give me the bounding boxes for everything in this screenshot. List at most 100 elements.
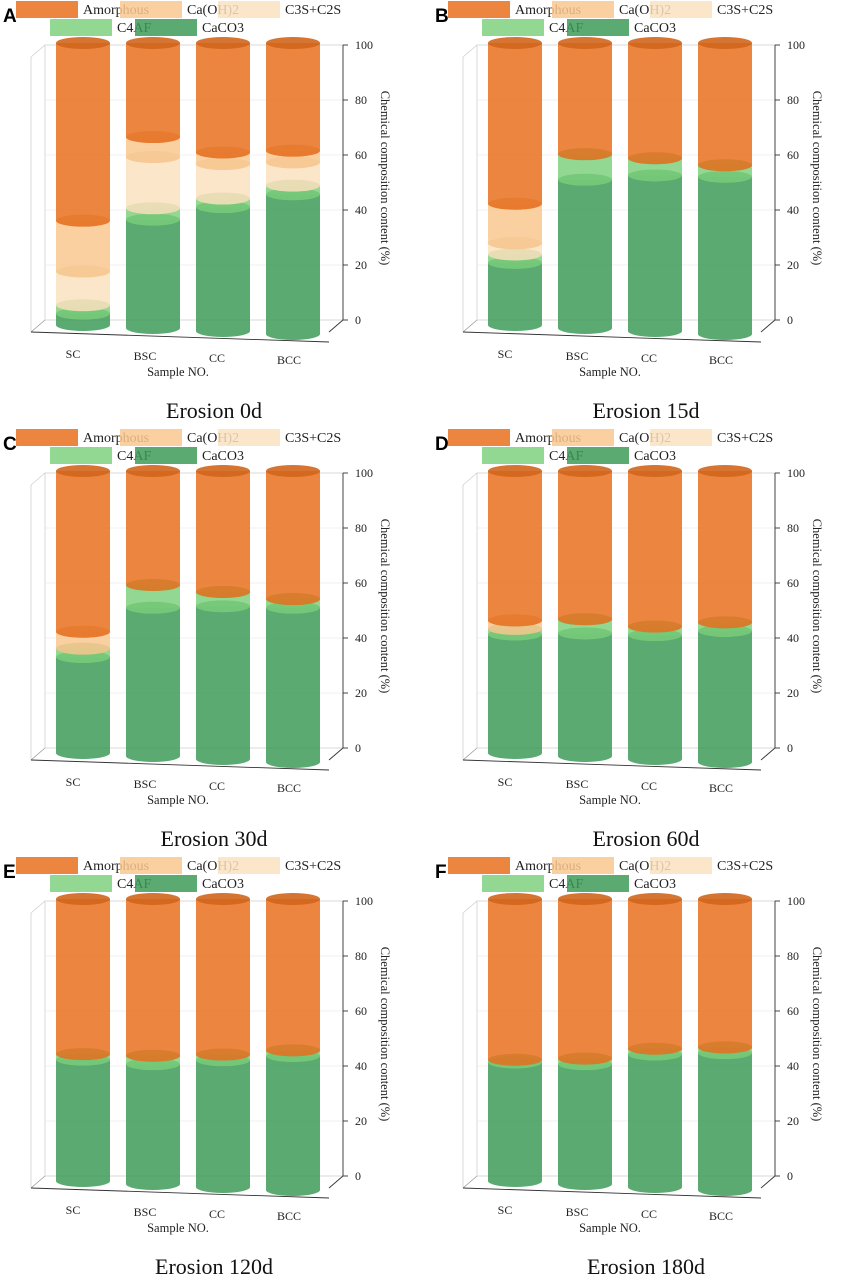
y-tick-label: 0 <box>787 741 793 755</box>
bar-stack-sc <box>488 893 542 1187</box>
chart-panel-f: F Amorphous Ca(OH)2 C3S+C2S C4AF CaCO3 0 20 40 60… <box>432 856 862 1281</box>
y-axis-title: Chemical composition content (%) <box>378 947 392 1122</box>
x-tick-label-bcc: BCC <box>277 781 301 795</box>
bar-segment-sc-amorphous <box>488 465 542 627</box>
bar-segment-sc-amorphous <box>488 893 542 1066</box>
x-tick-label-cc: CC <box>641 779 657 793</box>
bar-stack-sc <box>56 465 110 759</box>
x-axis-title: Sample NO. <box>147 365 209 379</box>
legend-item-c3s-c2s: C3S+C2S <box>650 429 773 446</box>
y-tick-label: 20 <box>355 686 367 700</box>
bar-stack-sc <box>488 465 542 759</box>
legend-item-c3s-c2s: C3S+C2S <box>218 1 341 18</box>
y-axis-title: Chemical composition content (%) <box>810 519 824 694</box>
x-tick-label-bcc: BCC <box>277 1209 301 1223</box>
x-axis-title: Sample NO. <box>579 1221 641 1235</box>
y-tick-label: 40 <box>787 631 799 645</box>
chart-panel-b: B Amorphous Ca(OH)2 C3S+C2S C4AF CaCO3 0 20 40 60… <box>432 0 862 425</box>
y-tick-label: 20 <box>787 1114 799 1128</box>
legend-label-caco3: CaCO3 <box>202 449 244 464</box>
y-tick-label: 100 <box>787 466 805 480</box>
bar-segment-sc-caco3 <box>488 1056 542 1187</box>
legend-label-caco3: CaCO3 <box>202 877 244 892</box>
y-tick-label: 80 <box>787 93 799 107</box>
bar-segment-bsc-caco3 <box>126 213 180 334</box>
legend-swatch-c4af <box>482 875 544 892</box>
y-tick-label: 40 <box>355 631 367 645</box>
panel-letter: F <box>435 862 447 883</box>
legend-swatch-caco3 <box>567 875 629 892</box>
bar-stack-bcc <box>698 893 752 1196</box>
bar-stack-bsc <box>558 465 612 762</box>
y-tick-label: 100 <box>355 466 373 480</box>
legend-item-c3s-c2s: C3S+C2S <box>218 857 341 874</box>
y-tick-label: 20 <box>355 258 367 272</box>
legend-swatch-amorphous <box>448 857 510 874</box>
legend-label-caco3: CaCO3 <box>202 21 244 36</box>
x-tick-label-bcc: BCC <box>709 781 733 795</box>
x-axis-title: Sample NO. <box>579 793 641 807</box>
y-tick-label: 60 <box>787 1004 799 1018</box>
y-tick-label: 80 <box>355 521 367 535</box>
bar-segment-bsc-amorphous <box>126 893 180 1062</box>
x-tick-label-sc: SC <box>66 775 81 789</box>
x-tick-label-sc: SC <box>498 775 513 789</box>
legend-item-caco3: CaCO3 <box>135 875 244 892</box>
bar-segment-bcc-caco3 <box>698 1047 752 1196</box>
bar-segment-sc-amorphous <box>488 37 542 210</box>
legend-swatch-amorphous <box>16 1 78 18</box>
legend-swatch-c3s-c2s <box>650 1 712 18</box>
bar-segment-bsc-caco3 <box>558 627 612 762</box>
y-tick-label: 0 <box>787 313 793 327</box>
bar-stack-bsc <box>558 37 612 334</box>
bar-segment-bsc-amorphous <box>558 37 612 161</box>
bar-stack-bcc <box>698 465 752 768</box>
x-tick-label-bsc: BSC <box>566 349 589 363</box>
legend-swatch-c3s-c2s <box>218 1 280 18</box>
y-tick-label: 80 <box>787 949 799 963</box>
x-axis-title: Sample NO. <box>579 365 641 379</box>
y-tick-label: 0 <box>355 741 361 755</box>
x-tick-label-bsc: BSC <box>566 1205 589 1219</box>
panel-letter: D <box>435 434 449 455</box>
y-axis-title: Chemical composition content (%) <box>378 91 392 266</box>
y-tick-label: 100 <box>787 38 805 52</box>
bar-segment-cc-amorphous <box>628 893 682 1055</box>
legend-label-c3s-c2s: C3S+C2S <box>285 3 341 18</box>
y-axis-title: Chemical composition content (%) <box>810 91 824 266</box>
panel-letter: E <box>3 862 16 883</box>
y-tick-label: 100 <box>355 894 373 908</box>
bar-segment-cc-amorphous <box>196 465 250 598</box>
bar-stack-bcc <box>266 465 320 768</box>
legend-item-caco3: CaCO3 <box>567 875 676 892</box>
bar-stack-sc <box>488 37 542 331</box>
legend-swatch-ca-oh-2 <box>552 429 614 446</box>
y-tick-label: 40 <box>355 203 367 217</box>
bar-stack-bsc <box>126 465 180 762</box>
panel-caption: Erosion 0d <box>166 398 262 423</box>
y-tick-label: 0 <box>355 313 361 327</box>
bar-segment-sc-caco3 <box>488 628 542 759</box>
legend-swatch-c4af <box>50 447 112 464</box>
legend-label-c3s-c2s: C3S+C2S <box>717 859 773 874</box>
legend-swatch-ca-oh-2 <box>120 1 182 18</box>
x-tick-label-sc: SC <box>498 347 513 361</box>
legend-item-caco3: CaCO3 <box>135 19 244 36</box>
bar-segment-sc-caco3 <box>56 1053 110 1187</box>
x-tick-label-bsc: BSC <box>134 349 157 363</box>
bar-segment-bcc-amorphous <box>698 465 752 629</box>
y-tick-label: 60 <box>355 576 367 590</box>
legend-swatch-c4af <box>482 447 544 464</box>
x-tick-label-sc: SC <box>66 1203 81 1217</box>
legend-label-caco3: CaCO3 <box>634 449 676 464</box>
legend-swatch-caco3 <box>567 19 629 36</box>
y-tick-label: 60 <box>355 148 367 162</box>
x-axis-title: Sample NO. <box>147 1221 209 1235</box>
bar-segment-cc-amorphous <box>196 893 250 1061</box>
bar-segment-bsc-caco3 <box>558 173 612 334</box>
bar-stack-bcc <box>698 37 752 340</box>
y-tick-label: 80 <box>787 521 799 535</box>
